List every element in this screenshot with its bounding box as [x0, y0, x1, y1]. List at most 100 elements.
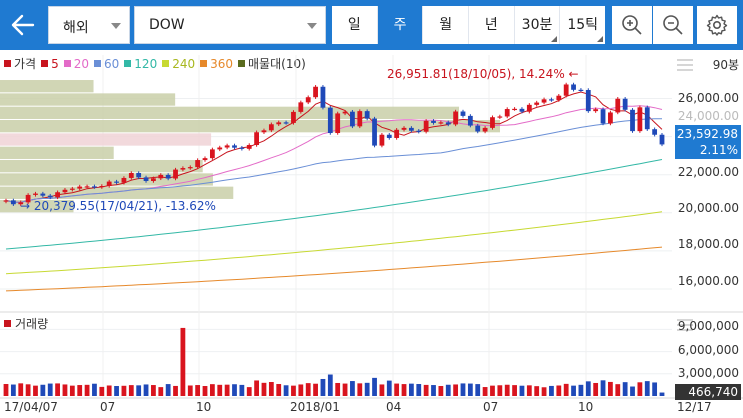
zoom-out-button[interactable] — [653, 6, 693, 44]
candle-body — [453, 111, 459, 125]
candle-body — [195, 160, 201, 168]
volume-bar — [151, 385, 156, 396]
volume-title-label: 거래량 — [15, 317, 49, 331]
volume-bar — [298, 384, 304, 396]
candle-body — [10, 200, 16, 205]
candle-body — [350, 111, 355, 127]
ma240-line — [5, 211, 663, 275]
candle-body — [379, 134, 385, 146]
candle-body — [467, 115, 473, 126]
candle-body — [416, 130, 422, 132]
volume-tick-label: 6,000,000 — [677, 343, 739, 357]
back-button[interactable] — [6, 9, 40, 41]
legend-label: 20 — [73, 56, 90, 71]
legend-label: 가격 — [14, 57, 37, 71]
candle-body — [534, 102, 540, 105]
legend-item-ma20[interactable]: 20 — [63, 56, 90, 71]
candle-body — [55, 192, 60, 198]
volume-bar — [239, 384, 245, 396]
volume-bar — [165, 384, 171, 396]
candle-body — [261, 130, 267, 133]
candle-body — [438, 122, 444, 124]
volume-bar — [438, 386, 444, 396]
volume-bar — [519, 385, 525, 396]
volume-bar — [47, 383, 53, 396]
volume-bar — [408, 383, 414, 396]
legend-item-ma240[interactable]: 240 — [162, 57, 195, 71]
candle-body — [136, 173, 142, 178]
volume-bars — [3, 327, 665, 396]
volume-bar — [482, 387, 488, 396]
x-tick-label: 10 — [196, 400, 212, 414]
tab-yearly[interactable]: 년 — [469, 6, 515, 44]
candle-body — [158, 174, 164, 179]
legend-item-ma5[interactable]: 5 — [41, 57, 59, 71]
symbol-select[interactable]: DOW — [134, 6, 326, 44]
y-tick-label: 22,000.00 — [677, 165, 739, 179]
volume-bar — [608, 381, 613, 396]
candle-body — [563, 84, 569, 96]
volume-bar — [357, 383, 363, 396]
volume-bar — [541, 387, 547, 396]
current-price-flag: 23,592.98 2.11% — [675, 125, 741, 159]
chart-grid — [0, 55, 743, 399]
gear-icon — [706, 14, 728, 36]
legend-swatch — [162, 60, 170, 67]
tab-daily[interactable]: 일 — [332, 6, 378, 44]
tab-weekly[interactable]: 주 — [377, 6, 424, 44]
volume-bar — [209, 384, 215, 396]
zoom-in-button[interactable] — [612, 6, 652, 44]
legend-item-ma360[interactable]: 360 — [200, 57, 233, 71]
volume-bar — [600, 380, 606, 396]
market-select-value: 해외 — [63, 20, 89, 36]
candle-body — [92, 186, 97, 188]
volume-bar — [445, 384, 451, 396]
volume-bar — [143, 384, 149, 396]
legend-item-price[interactable]: 가격 — [4, 55, 36, 72]
tab-monthly[interactable]: 월 — [423, 6, 470, 44]
chevron-down-icon — [111, 23, 121, 29]
volume-bar — [33, 385, 38, 396]
tab-minute[interactable]: 30분 — [515, 6, 561, 44]
legend-item-ma60[interactable]: 60 — [94, 57, 119, 71]
legend-item-ma120[interactable]: 120 — [124, 57, 157, 71]
candle-body — [600, 109, 606, 124]
tab-minute-label: 30분 — [521, 17, 553, 33]
candle-body — [357, 111, 363, 127]
volume-bar — [622, 382, 628, 396]
ma360-line — [5, 246, 663, 292]
candle-body — [77, 186, 83, 189]
candle-body — [460, 111, 466, 116]
volume-bar — [372, 377, 377, 396]
tab-tick[interactable]: 15틱 — [560, 6, 605, 44]
volume-bar — [92, 383, 97, 396]
legend-item-volume-profile[interactable]: 매물대(10) — [238, 55, 306, 72]
volume-bar — [128, 385, 134, 396]
legend-swatch — [200, 60, 208, 67]
volume-profile-bar — [0, 146, 114, 159]
volume-bar — [232, 384, 237, 396]
x-tick-label: 12/17 — [677, 400, 712, 414]
menu-icon[interactable] — [677, 318, 693, 332]
candle-body — [335, 113, 341, 134]
volume-bar — [217, 384, 223, 396]
candle-body — [232, 145, 237, 148]
candle-body — [504, 109, 510, 117]
y-tick-label: 20,000.00 — [677, 201, 739, 215]
candle-body — [62, 189, 68, 193]
volume-bar — [55, 383, 60, 396]
volume-bar — [571, 385, 576, 396]
volume-bar — [276, 384, 282, 396]
volume-profile-bar — [0, 173, 213, 186]
volume-bar — [350, 381, 355, 396]
volume-bar — [578, 384, 584, 396]
menu-icon[interactable] — [677, 58, 693, 72]
settings-button[interactable] — [697, 6, 737, 44]
candle-body — [512, 108, 517, 111]
volume-bar — [637, 382, 643, 396]
volume-bar — [10, 384, 16, 396]
symbol-select-value: DOW — [149, 17, 185, 33]
market-select[interactable]: 해외 — [48, 6, 130, 44]
candle-body — [615, 98, 621, 113]
candle-body — [69, 188, 75, 190]
